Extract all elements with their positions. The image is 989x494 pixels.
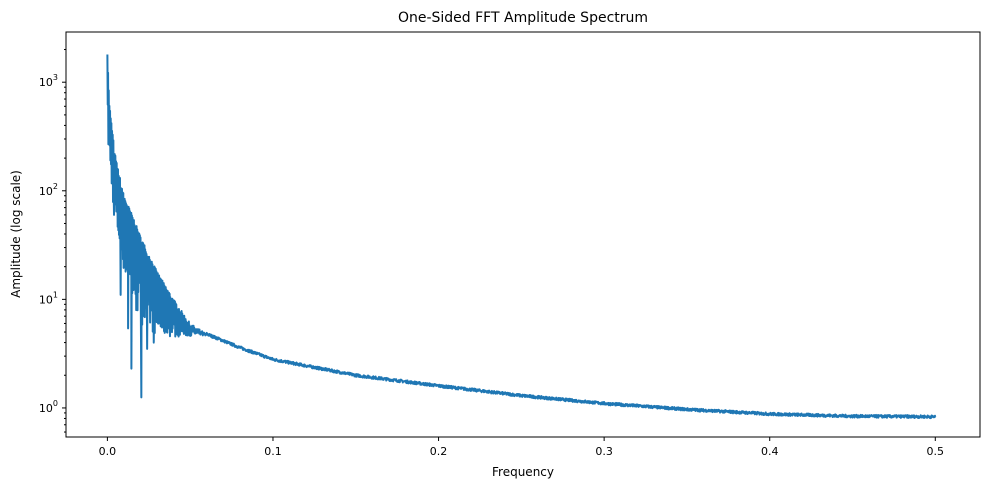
axes-frame [65, 31, 981, 438]
x-tick-label: 0.4 [761, 445, 779, 458]
y-axis-label: Amplitude (log scale) [9, 170, 23, 298]
x-axis: 0.0 0.1 0.2 0.3 0.4 0.5 [99, 437, 944, 458]
x-tick-label: 0.1 [264, 445, 282, 458]
x-tick-label: 0.0 [99, 445, 117, 458]
plot-area [106, 54, 937, 420]
x-tick-label: 0.5 [927, 445, 945, 458]
y-axis: 100 101 102 103 [39, 49, 66, 433]
chart-title: One-Sided FFT Amplitude Spectrum [398, 10, 648, 26]
y-tick-label: 100 [39, 399, 58, 415]
y-tick-label: 103 [39, 73, 58, 89]
y-tick-label: 101 [39, 290, 58, 306]
y-tick-label: 102 [39, 182, 58, 198]
x-tick-label: 0.2 [430, 445, 448, 458]
x-axis-label: Frequency [492, 465, 554, 479]
spectrum-line [106, 54, 937, 420]
x-tick-label: 0.3 [595, 445, 613, 458]
